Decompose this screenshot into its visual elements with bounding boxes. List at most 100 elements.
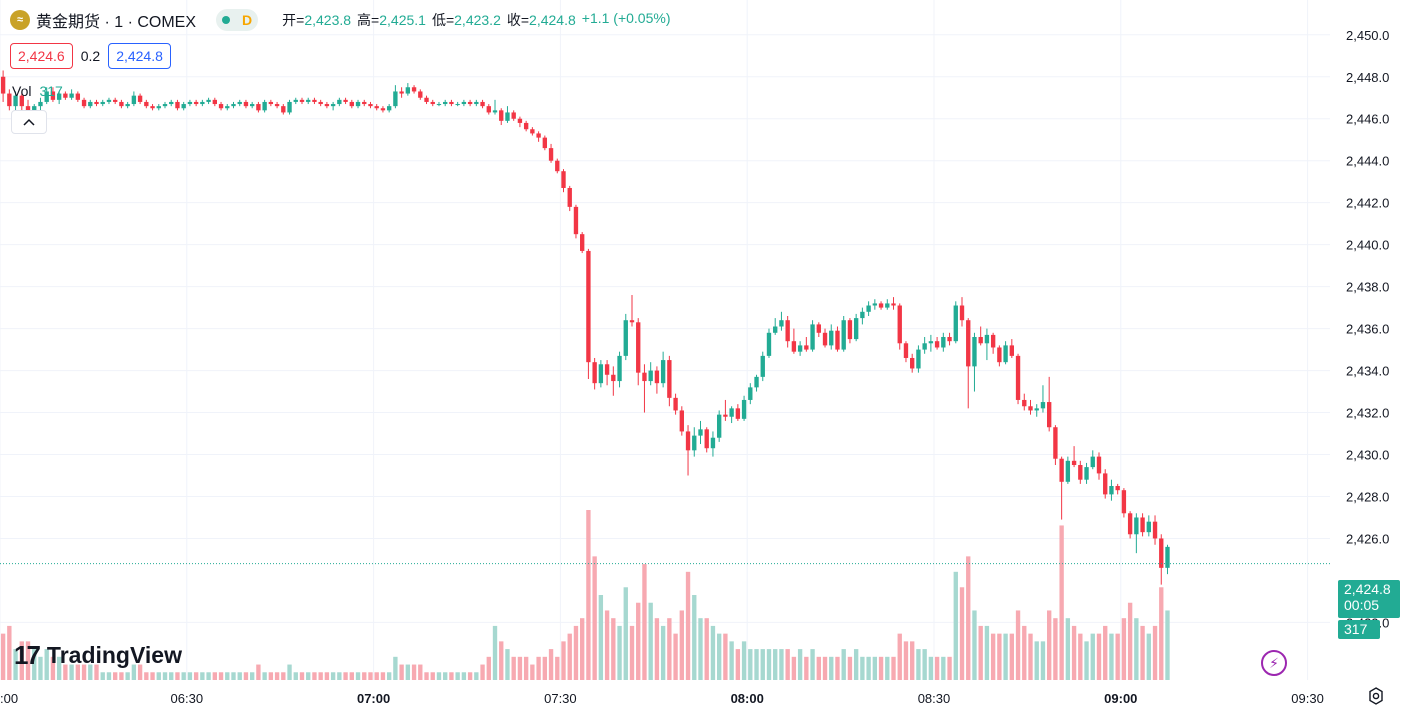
ohlc-readout: 开=2,423.8 高=2,425.1 低=2,423.2 收=2,424.8 … [282,10,670,30]
candle-body [816,324,821,333]
candle-body [200,101,205,105]
last-price-value: 2,424.8 [1344,581,1391,597]
candle-body [779,320,784,327]
price-tick-label: 2,438.0 [1346,280,1389,295]
candle-body [169,101,174,105]
volume-bar [704,618,709,680]
flash-icon[interactable]: ⚡ [1261,650,1287,676]
volume-bar [679,610,684,680]
price-tick-label: 2,436.0 [1346,322,1389,337]
candle-body [580,234,585,251]
volume-bar [268,672,274,680]
candle-body [1040,402,1046,409]
volume-bar [878,656,884,680]
candle-body [206,99,211,102]
candle-body [716,414,722,438]
candle-body [1127,513,1133,535]
candle-body [237,101,242,105]
candle-body [785,320,790,342]
volume-bar [966,556,971,680]
volume-tag: 317 [1338,620,1380,639]
volume-bar [916,649,921,680]
candle-body [13,95,18,107]
candle-body [536,133,541,138]
volume-bar [169,672,174,680]
symbol-title[interactable]: 黄金期货 · 1 · COMEX [36,14,197,31]
candle-body [156,106,161,109]
buy-button[interactable]: 2,424.8 [108,43,171,69]
volume-bar [262,672,267,680]
volume-bar [1003,633,1008,680]
gold-futures-icon: ≈ [10,10,30,30]
volume-bar [418,664,423,680]
candle-body [872,303,878,306]
volume-bar [88,664,93,680]
collapse-legend-button[interactable] [11,110,47,134]
candle-body [629,320,635,323]
candle-body [710,437,716,449]
sell-button[interactable]: 2,424.6 [10,43,73,69]
candle-body [349,101,354,107]
candle-body [723,414,728,417]
candle-body [480,101,485,107]
time-axis[interactable]: :00 06:30 07:00 07:30 08:00 08:30 09:00 09:30 [0,691,1324,706]
candle-body [362,101,367,105]
candle-body [878,303,884,308]
candle-body [735,408,741,419]
chevron-up-icon [23,118,35,126]
candle-body [897,305,902,344]
tradingview-logo[interactable]: 17 TradingView [14,640,182,671]
volume-bar [810,649,815,680]
volume-bar [822,656,828,680]
market-open-dot-icon [222,16,231,24]
volume-bar [959,587,965,680]
volume-bar [648,602,653,680]
volume-bar [548,649,554,680]
candle-body [374,106,379,109]
volume-bar [1028,633,1033,680]
candle-body [318,101,323,105]
bid-ask-row: 2,424.6 0.2 2,424.8 [10,43,171,69]
tradingview-mark-icon: 17 [14,640,41,670]
volume-bar [860,656,865,680]
candle-body [1121,490,1127,514]
volume-bar [187,672,193,680]
volume-bar [1165,610,1170,680]
symbol-legend: ≈ 黄金期货 · 1 · COMEX D 开=2,423.8 高=2,425.1… [10,8,671,32]
price-axis[interactable]: 2,450.0 2,448.0 2,446.0 2,444.0 2,442.0 2,440… [1346,28,1389,631]
volume-bar [1096,633,1102,680]
candle-body [928,341,934,344]
candle-body [330,104,336,107]
candle-body [461,101,467,105]
candle-body [860,311,865,319]
volume-bar [542,656,548,680]
candle-body [137,95,143,102]
candle-body [1115,485,1120,491]
candle-body [94,101,99,105]
volume-bar [567,633,572,680]
volume-bar [766,649,772,680]
volume-bar [536,656,541,680]
candle-body [1152,521,1158,539]
candle-body [38,101,43,107]
settings-gear-icon[interactable] [1366,686,1386,706]
candle-body [256,104,261,111]
market-status-badge[interactable]: D [216,9,259,31]
candle-body [119,101,124,107]
candle-body [343,99,348,102]
volume-bar [467,672,473,680]
price-tick-label: 2,434.0 [1346,364,1389,379]
volume-bar [1009,633,1015,680]
volume-bar [330,672,336,680]
volume-bar [511,656,516,680]
volume-bar [667,618,672,680]
volume-bar [941,656,946,680]
volume-bar [249,672,255,680]
candle-body [530,129,535,134]
candle-body [766,332,772,356]
candle-body [69,93,74,98]
volume-bar [274,672,280,680]
volume-bar [978,625,983,680]
